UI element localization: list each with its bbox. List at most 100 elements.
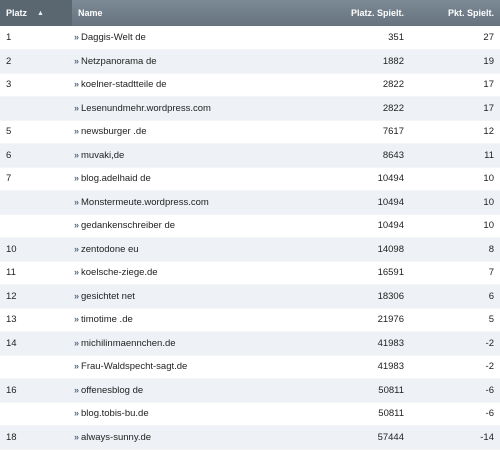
rank-cell: 12 [0, 284, 72, 309]
site-link[interactable]: newsburger .de [81, 126, 147, 138]
table-body: 1 » Daggis-Welt de 351 27 2 » Netzpanorama… [0, 26, 500, 450]
double-chevron-right-icon: » [74, 149, 79, 160]
site-link[interactable]: offenesblog de [81, 384, 144, 396]
name-cell: » blog.adelhaid de [72, 167, 300, 191]
column-header-pkt-spielt-label: Pkt. Spielt. [447, 8, 494, 18]
pkt-spielt-cell: 10 [410, 167, 500, 191]
table-row: 14 » michilinmaennchen.de 41983 -2 [0, 331, 500, 356]
site-link[interactable]: always-sunny.de [81, 431, 152, 443]
site-link[interactable]: Monstermeute.wordpress.com [81, 196, 209, 208]
platz-spielt-cell: 2822 [300, 96, 410, 121]
name-cell: » Daggis-Welt de [72, 26, 300, 50]
name-cell: » offenesblog de [72, 378, 300, 403]
site-link[interactable]: gedankenschreiber de [81, 220, 176, 232]
table-row: 12 » gesichtet net 18306 6 [0, 284, 500, 309]
column-header-platz[interactable]: Platz ▲ [0, 0, 72, 26]
double-chevron-right-icon: » [74, 408, 79, 419]
pkt-spielt-cell: 17 [410, 96, 500, 121]
site-link[interactable]: Netzpanorama de [81, 55, 157, 67]
site-link[interactable]: Daggis-Welt de [81, 32, 146, 43]
name-cell: » blog.tobis-bu.de [72, 402, 300, 426]
double-chevron-right-icon: » [74, 79, 79, 90]
site-link[interactable]: koelsche-ziege.de [81, 267, 158, 279]
pkt-spielt-cell: 8 [410, 237, 500, 262]
platz-spielt-cell: 7617 [300, 120, 410, 144]
table-row: » gedankenschreiber de 10494 10 [0, 214, 500, 238]
pkt-spielt-cell: -6 [410, 402, 500, 426]
double-chevron-right-icon: » [74, 431, 79, 442]
table-row: » Frau-Waldspecht-sagt.de 41983 -2 [0, 355, 500, 379]
name-cell: » Lesenundmehr.wordpress.com [72, 96, 300, 121]
platz-spielt-cell: 14098 [300, 237, 410, 262]
double-chevron-right-icon: » [74, 102, 79, 113]
sort-ascending-icon[interactable]: ▲ [37, 10, 44, 17]
double-chevron-right-icon: » [74, 384, 79, 395]
platz-spielt-cell: 57444 [300, 425, 410, 450]
platz-spielt-cell: 41983 [300, 331, 410, 356]
platz-spielt-cell: 18306 [300, 284, 410, 309]
name-cell: » gedankenschreiber de [72, 214, 300, 238]
table-row: 16 » offenesblog de 50811 -6 [0, 378, 500, 403]
pkt-spielt-cell: 17 [410, 73, 500, 97]
platz-spielt-cell: 10494 [300, 214, 410, 238]
table-row: 3 » koelner-stadtteile de 2822 17 [0, 73, 500, 97]
pkt-spielt-cell: 5 [410, 308, 500, 332]
rank-cell: 6 [0, 143, 72, 168]
name-cell: » gesichtet net [72, 284, 300, 309]
pkt-spielt-cell: 11 [410, 143, 500, 168]
pkt-spielt-cell: 10 [410, 214, 500, 238]
double-chevron-right-icon: » [74, 314, 79, 325]
double-chevron-right-icon: » [74, 126, 79, 137]
pkt-spielt-cell: 10 [410, 190, 500, 215]
site-link[interactable]: Lesenundmehr.wordpress.com [81, 102, 211, 114]
table-row: 7 » blog.adelhaid de 10494 10 [0, 167, 500, 191]
rank-cell: 5 [0, 120, 72, 144]
platz-spielt-cell: 16591 [300, 261, 410, 285]
column-header-platz-spielt-label: Platz. Spielt. [350, 8, 404, 18]
rank-cell: 13 [0, 308, 72, 332]
double-chevron-right-icon: » [74, 196, 79, 207]
name-cell: » Frau-Waldspecht-sagt.de [72, 355, 300, 379]
site-link[interactable]: gesichtet net [81, 290, 135, 302]
platz-spielt-cell: 1882 [300, 49, 410, 74]
table-row: 13 » timotime .de 21976 5 [0, 308, 500, 332]
table-row: » Lesenundmehr.wordpress.com 2822 17 [0, 96, 500, 121]
rank-cell: 1 [0, 26, 72, 50]
double-chevron-right-icon: » [74, 173, 79, 184]
platz-spielt-cell: 10494 [300, 167, 410, 191]
site-link[interactable]: Frau-Waldspecht-sagt.de [81, 361, 188, 373]
site-link[interactable]: muvaki,de [81, 149, 125, 161]
rank-cell: 10 [0, 237, 72, 262]
platz-spielt-cell: 351 [300, 26, 410, 50]
table-row: » blog.tobis-bu.de 50811 -6 [0, 402, 500, 426]
site-link[interactable]: michilinmaennchen.de [81, 337, 176, 349]
name-cell: » timotime .de [72, 308, 300, 332]
pkt-spielt-cell: -14 [410, 425, 500, 450]
table-row: 18 » always-sunny.de 57444 -14 [0, 425, 500, 450]
site-link[interactable]: timotime .de [81, 314, 133, 326]
double-chevron-right-icon: » [74, 337, 79, 348]
column-header-name[interactable]: Name [72, 0, 300, 26]
name-cell: » Netzpanorama de [72, 49, 300, 74]
name-cell: » newsburger .de [72, 120, 300, 144]
name-cell: » michilinmaennchen.de [72, 331, 300, 356]
column-header-platz-label: Platz [6, 8, 28, 18]
site-link[interactable]: blog.adelhaid de [81, 173, 151, 185]
column-header-pkt-spielt[interactable]: Pkt. Spielt. [410, 0, 500, 26]
platz-spielt-cell: 8643 [300, 143, 410, 168]
pkt-spielt-cell: -2 [410, 331, 500, 356]
table-row: » Monstermeute.wordpress.com 10494 10 [0, 190, 500, 215]
site-link[interactable]: zentodone eu [81, 243, 139, 255]
pkt-spielt-cell: -2 [410, 355, 500, 379]
platz-spielt-cell: 10494 [300, 190, 410, 215]
site-link[interactable]: blog.tobis-bu.de [81, 408, 149, 420]
name-cell: » zentodone eu [72, 237, 300, 262]
pkt-spielt-cell: 7 [410, 261, 500, 285]
site-link[interactable]: koelner-stadtteile de [81, 79, 167, 91]
name-cell: » Monstermeute.wordpress.com [72, 190, 300, 215]
double-chevron-right-icon: » [74, 267, 79, 278]
column-header-platz-spielt[interactable]: Platz. Spielt. [300, 0, 410, 26]
table-row: 5 » newsburger .de 7617 12 [0, 120, 500, 144]
rank-cell [0, 214, 72, 238]
